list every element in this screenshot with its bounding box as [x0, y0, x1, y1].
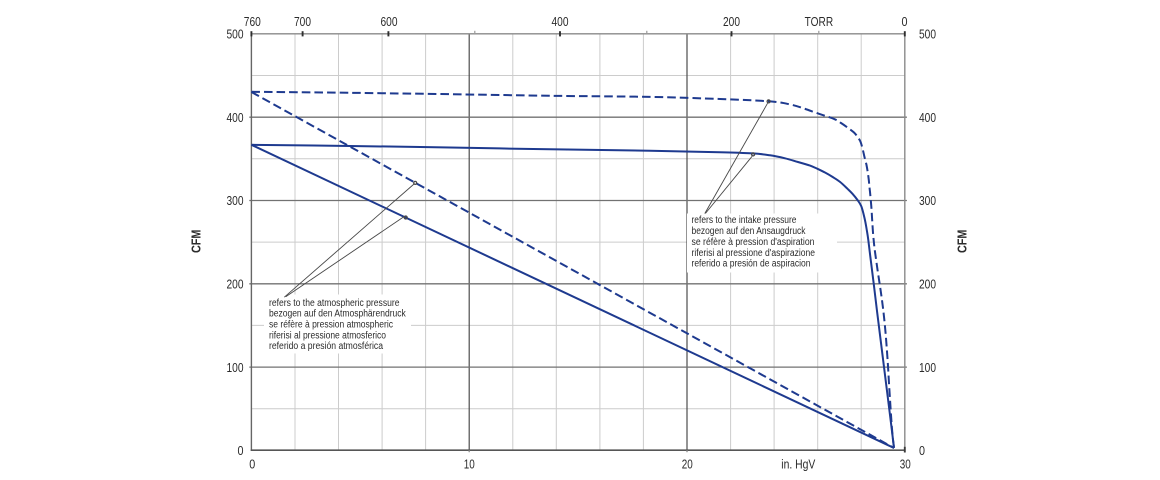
- svg-text:riferisi al pressione atmosfer: riferisi al pressione atmosferico: [269, 330, 386, 341]
- svg-text:refers to the atmospheric pres: refers to the atmospheric pressure: [269, 298, 400, 309]
- svg-text:0: 0: [919, 443, 925, 458]
- svg-text:400: 400: [552, 14, 569, 29]
- svg-text:200: 200: [723, 14, 740, 29]
- svg-text:300: 300: [227, 193, 244, 208]
- svg-text:30: 30: [900, 457, 911, 472]
- svg-text:refers to the intake pressure: refers to the intake pressure: [692, 215, 797, 226]
- svg-text:0: 0: [249, 457, 255, 472]
- svg-text:20: 20: [682, 457, 693, 472]
- svg-text:0: 0: [238, 443, 244, 458]
- svg-text:CFM: CFM: [188, 230, 203, 254]
- svg-text:bezogen auf den Atmosphärendru: bezogen auf den Atmosphärendruck: [269, 309, 406, 320]
- svg-text:400: 400: [227, 110, 244, 125]
- svg-text:in. HgV: in. HgV: [781, 457, 815, 472]
- svg-text:bezogen auf den Ansaugdruck: bezogen auf den Ansaugdruck: [692, 226, 806, 237]
- svg-text:referido a presión de aspiraci: referido a presión de aspiracion: [692, 259, 811, 270]
- svg-text:0: 0: [902, 14, 908, 29]
- svg-text:se réfère à pression d'aspirat: se réfère à pression d'aspiration: [692, 237, 815, 248]
- svg-text:CFM: CFM: [954, 230, 969, 254]
- svg-text:760: 760: [244, 14, 261, 29]
- svg-text:500: 500: [919, 27, 936, 42]
- svg-text:se réfère à pression atmospher: se réfère à pression atmospheric: [269, 320, 393, 331]
- svg-text:300: 300: [919, 193, 936, 208]
- svg-text:100: 100: [227, 360, 244, 375]
- svg-text:TORR: TORR: [805, 14, 834, 29]
- svg-text:400: 400: [919, 110, 936, 125]
- svg-text:500: 500: [227, 27, 244, 42]
- svg-text:600: 600: [381, 14, 398, 29]
- svg-text:referido a presión atmosférica: referido a presión atmosférica: [269, 341, 383, 352]
- svg-text:200: 200: [227, 277, 244, 292]
- svg-text:10: 10: [464, 457, 475, 472]
- svg-text:700: 700: [294, 14, 311, 29]
- svg-text:100: 100: [919, 360, 936, 375]
- svg-text:riferisi al pressione d'aspira: riferisi al pressione d'aspirazione: [692, 248, 816, 259]
- svg-text:200: 200: [919, 277, 936, 292]
